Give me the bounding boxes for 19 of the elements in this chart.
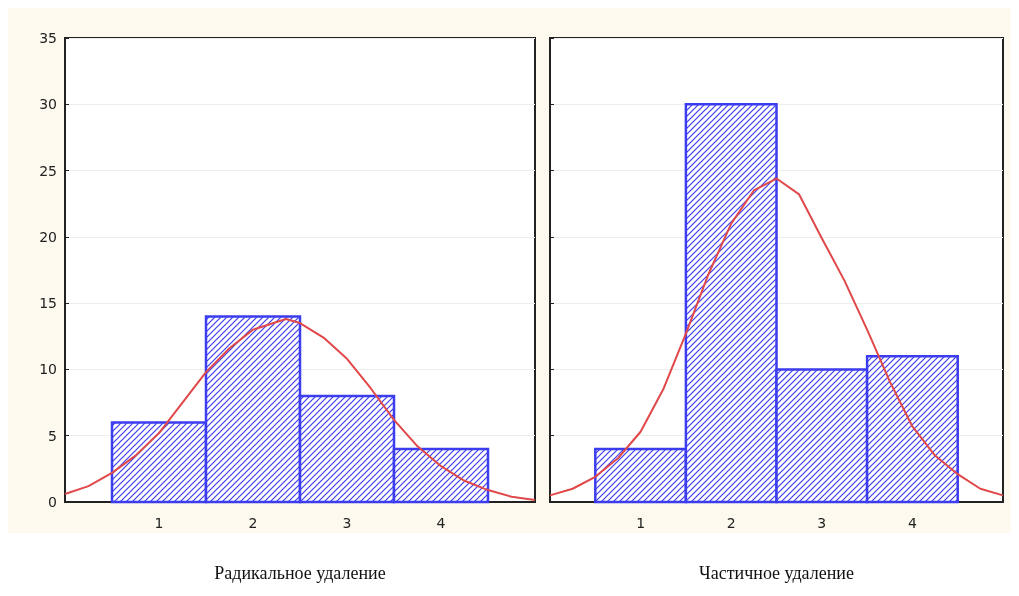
y-tick-label: 0 bbox=[48, 494, 57, 510]
y-tick-label: 20 bbox=[39, 228, 57, 245]
y-tick-label: 15 bbox=[39, 295, 57, 312]
x-tick-label: 1 bbox=[154, 515, 164, 531]
x-tick-label: 3 bbox=[817, 515, 827, 531]
x-tick-label: 3 bbox=[342, 515, 352, 531]
x-tick-label: 4 bbox=[907, 515, 917, 531]
x-tick-label: 2 bbox=[726, 515, 736, 531]
y-tick-label: 25 bbox=[39, 162, 57, 179]
x-tick-label: 4 bbox=[436, 515, 446, 531]
x-tick-label: 2 bbox=[248, 515, 258, 531]
y-tick-label: 10 bbox=[39, 361, 57, 378]
x-axis-title: Частичное удаление bbox=[699, 563, 854, 583]
y-tick-label: 5 bbox=[48, 427, 57, 444]
y-tick-label: 30 bbox=[39, 96, 57, 113]
line-series bbox=[64, 318, 536, 502]
x-tick-label: 1 bbox=[636, 515, 646, 531]
y-tick-label: 35 bbox=[39, 30, 57, 46]
x-axis-title: Радикальное удаление bbox=[214, 563, 386, 583]
